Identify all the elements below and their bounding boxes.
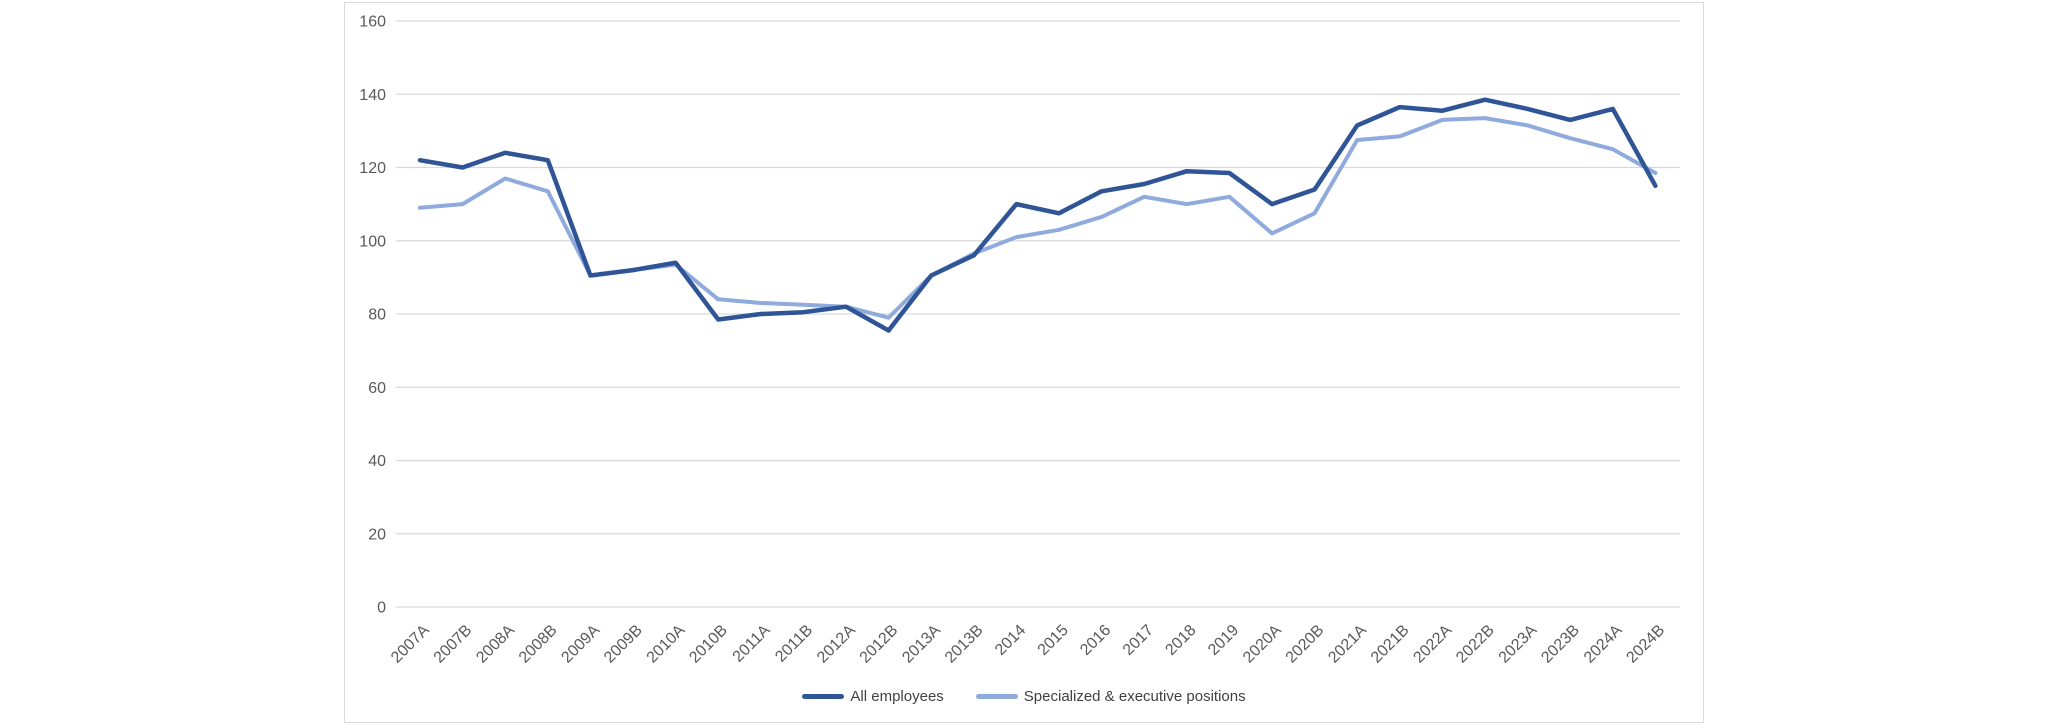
x-tick-label: 2012B (857, 622, 902, 667)
x-tick-label: 2020B (1283, 622, 1328, 667)
legend-line-swatch-all-employees (802, 694, 845, 699)
series-line-all-employees (417, 97, 1658, 333)
x-tick-label: 2018 (1162, 622, 1199, 659)
svg-text:120: 120 (359, 160, 386, 177)
x-tick-label: 2016 (1077, 622, 1114, 659)
x-tick-label: 2007B (431, 622, 476, 667)
x-tick-label: 2013A (899, 622, 944, 667)
svg-text:20: 20 (368, 526, 386, 543)
x-tick-label: 2019 (1205, 622, 1242, 659)
x-tick-label: 2010A (644, 622, 689, 667)
chart-panel (344, 2, 1704, 723)
x-tick-label: 2021A (1325, 622, 1370, 667)
x-tick-label: 2022B (1453, 622, 1498, 667)
legend-line-swatch-specialized-executive (975, 694, 1018, 699)
x-tick-label: 2010B (686, 622, 731, 667)
x-tick-label: 2022A (1410, 622, 1455, 667)
x-tick-label: 2023A (1496, 622, 1541, 667)
svg-text:100: 100 (359, 233, 386, 250)
x-tick-label: 2011B (772, 622, 816, 666)
svg-text:160: 160 (359, 14, 386, 31)
x-tick-label: 2011A (730, 622, 774, 666)
svg-text:140: 140 (359, 87, 386, 104)
series-line-specialized-executive-positions (418, 116, 1658, 320)
x-tick-label: 2020A (1240, 622, 1285, 667)
svg-text:60: 60 (368, 380, 386, 397)
x-axis-tick-labels: 2007A2007B2008A2008B2009A2009B2010A2010B… (388, 622, 1668, 667)
x-tick-label: 2009B (601, 622, 646, 667)
x-tick-label: 2008B (516, 622, 561, 667)
legend-label: All employees (850, 688, 944, 705)
x-tick-label: 2014 (992, 622, 1029, 659)
x-tick-label: 2013B (942, 622, 987, 667)
legend-item-all-employees: All employees (802, 688, 944, 705)
x-tick-label: 2023B (1538, 622, 1583, 667)
gridlines (396, 20, 1680, 608)
x-tick-label: 2021B (1368, 622, 1413, 667)
x-tick-label: 2012A (814, 622, 859, 667)
x-tick-label: 2009A (558, 622, 603, 667)
x-tick-label: 2017 (1120, 622, 1157, 659)
y-axis-tick-labels: 0 20 40 60 80 100 120 140 160 (359, 14, 386, 617)
svg-text:40: 40 (368, 453, 386, 470)
svg-text:80: 80 (368, 307, 386, 324)
legend-label: Specialized & executive positions (1023, 688, 1246, 705)
x-tick-label: 2015 (1035, 622, 1072, 659)
chart-legend: All employees Specialized & executive po… (344, 689, 1704, 704)
x-tick-label: 2024A (1581, 622, 1626, 667)
svg-text:0: 0 (377, 600, 386, 617)
x-tick-label: 2024B (1623, 622, 1668, 667)
x-tick-label: 2007A (388, 622, 433, 667)
legend-item-specialized-executive: Specialized & executive positions (975, 688, 1246, 705)
x-tick-label: 2008A (473, 622, 518, 667)
